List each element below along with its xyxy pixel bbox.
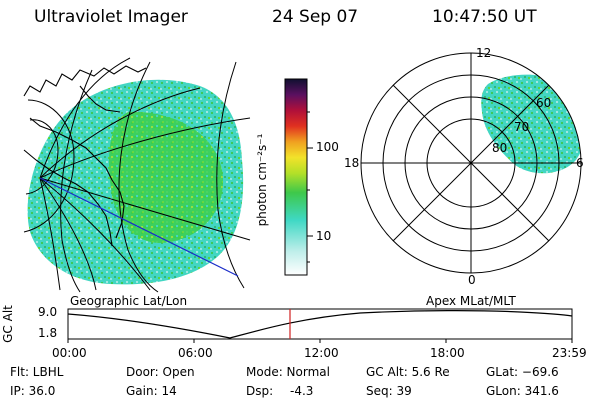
altitude-ylabel: GC Alt — [1, 305, 15, 343]
mlt-label-0: 0 — [468, 273, 476, 287]
satellite-ground-track — [39, 177, 239, 277]
glon-info: GLon: 341.6 — [486, 384, 559, 398]
xtick-1800: 18:00 — [430, 346, 465, 360]
polar-panel — [360, 52, 582, 274]
door-info: Door: Open — [126, 365, 195, 379]
mlt-label-12: 12 — [476, 46, 492, 60]
xtick-2359: 23:59 — [552, 346, 587, 360]
glat-info: GLat: −69.6 — [486, 365, 559, 379]
mlat-label-70: 70 — [514, 120, 530, 134]
polar-auroral-oval — [481, 74, 581, 174]
xtick-1200: 12:00 — [304, 346, 339, 360]
mlat-label-60: 60 — [536, 96, 552, 110]
altitude-ytick-max: 9.0 — [38, 305, 58, 319]
ip-info: IP: 36.0 — [10, 384, 56, 398]
mlt-label-6: 6 — [576, 156, 584, 170]
altitude-ytick-min: 1.8 — [38, 326, 58, 340]
altitude-plot — [67, 308, 573, 343]
mlt-label-18: 18 — [344, 156, 360, 170]
filter-info: Flt: LBHL — [10, 365, 64, 379]
seq-info: Seq: 39 — [366, 384, 412, 398]
dsp-label: Dsp: — [246, 384, 274, 398]
instrument-title: Ultraviolet Imager — [34, 7, 188, 27]
polar-caption: Apex MLat/MLT — [426, 294, 516, 308]
mode-info: Mode: Normal — [246, 365, 330, 379]
gc-alt-info: GC Alt: 5.6 Re — [366, 365, 450, 379]
coastline — [23, 65, 147, 247]
date-label: 24 Sep 07 — [272, 7, 359, 27]
colorbar — [284, 78, 313, 276]
auroral-bright-region — [109, 111, 223, 243]
colorbar-tick-10: 10 — [316, 229, 332, 243]
xtick-0600: 06:00 — [178, 346, 213, 360]
colorbar-unit-label: photon cm⁻²s⁻¹ — [255, 133, 269, 227]
mlat-label-80: 80 — [492, 141, 508, 155]
time-label: 10:47:50 UT — [432, 7, 537, 27]
graticule — [23, 57, 251, 293]
altitude-curve — [67, 310, 573, 339]
xtick-0000: 00:00 — [52, 346, 87, 360]
geographic-panel — [23, 57, 251, 293]
colorbar-tick-100: 100 — [316, 140, 339, 154]
dsp-value: -4.3 — [290, 384, 314, 398]
geographic-caption: Geographic Lat/Lon — [70, 294, 188, 308]
gain-info: Gain: 14 — [126, 384, 177, 398]
